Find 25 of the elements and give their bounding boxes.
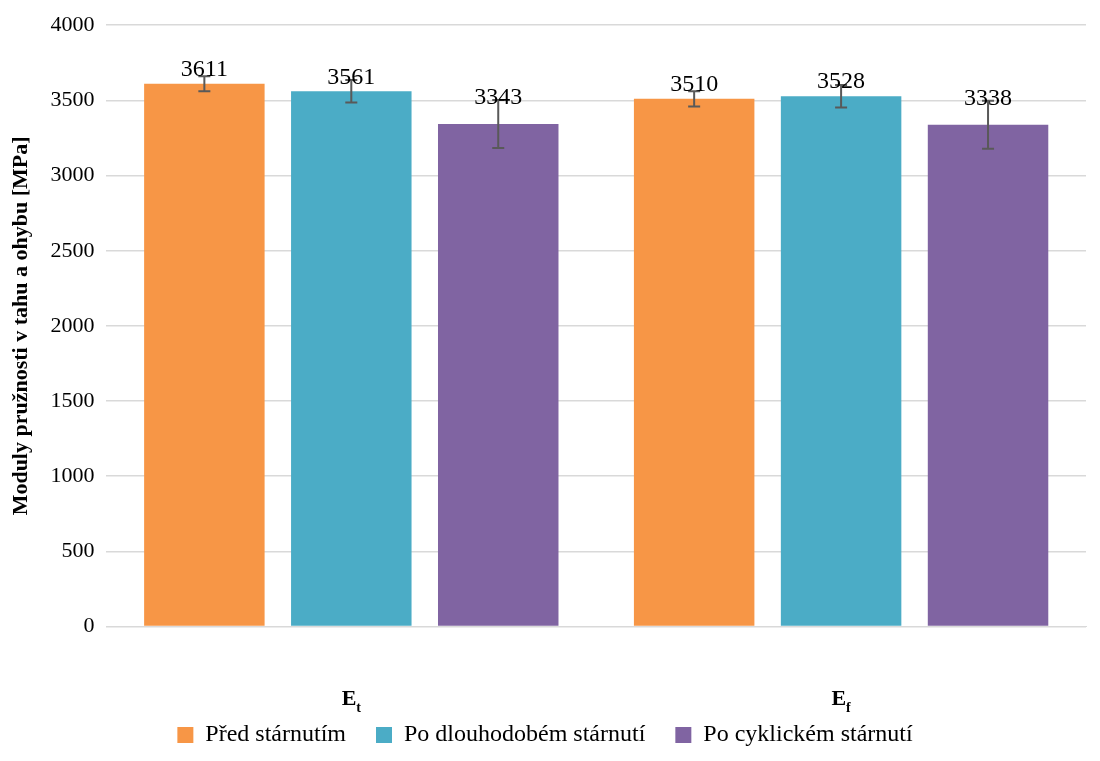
y-tick-label: 0	[83, 612, 95, 638]
y-tick-label: 3500	[50, 86, 95, 112]
y-tick-label: 1000	[50, 462, 95, 488]
data-label: 3611	[180, 54, 228, 81]
data-label: 3343	[474, 83, 523, 110]
legend-label: Po cyklickém stárnutí	[703, 720, 913, 747]
data-label: 3561	[327, 62, 376, 89]
bar	[438, 123, 559, 626]
y-tick-label: 2500	[50, 236, 95, 262]
y-axis-title: Moduly pružnosti v tahu a ohybu [MPa]	[6, 136, 32, 516]
bar	[291, 91, 412, 626]
legend-label: Po dlouhodobém stárnutí	[404, 720, 646, 747]
y-tick-label: 3000	[50, 161, 95, 187]
data-label: 3528	[817, 67, 866, 94]
bar	[780, 96, 902, 626]
y-tick-label: 500	[61, 537, 95, 563]
y-tick-label: 1500	[50, 386, 95, 412]
bar	[927, 124, 1049, 626]
bar	[144, 83, 265, 626]
bar	[633, 98, 755, 626]
data-label: 3338	[964, 83, 1013, 110]
data-label: 3510	[670, 70, 719, 97]
legend-label: Před stárnutím	[205, 720, 347, 747]
y-tick-label: 2000	[50, 311, 95, 337]
y-tick-label: 4000	[50, 10, 95, 36]
